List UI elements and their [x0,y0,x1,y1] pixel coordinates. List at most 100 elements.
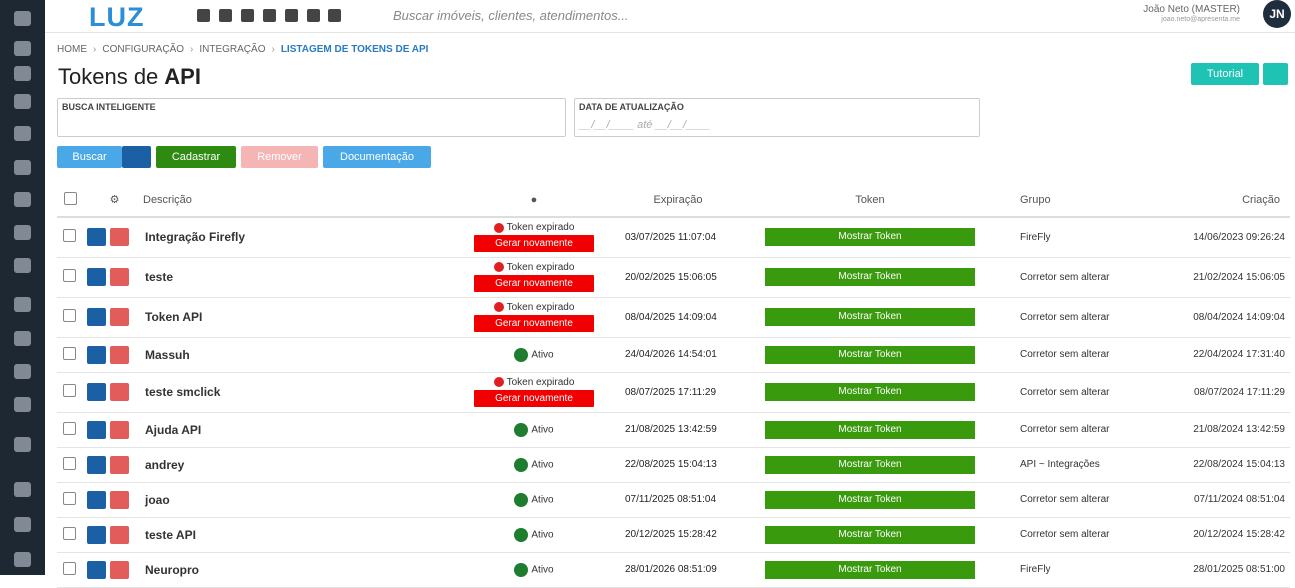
row-checkbox[interactable] [63,346,76,360]
col-token[interactable]: Token [740,183,1000,218]
edit-button[interactable] [87,525,106,544]
search-input[interactable]: Buscar imóveis, clientes, atendimentos..… [393,8,629,23]
smart-search-field[interactable]: BUSCA INTELIGENTE [57,98,566,137]
edit-button[interactable] [87,308,106,326]
row-checkbox[interactable] [63,456,76,470]
edit-button[interactable] [87,268,106,286]
avatar[interactable]: JN [1263,0,1291,28]
select-all[interactable] [64,191,77,205]
nav-icon[interactable] [14,552,31,567]
delete-button[interactable] [110,228,129,247]
nav-icon[interactable] [14,482,31,497]
edit-button[interactable] [87,345,106,364]
nav-icon[interactable] [14,517,31,532]
tutorial-button[interactable]: Tutorial [1191,63,1259,85]
crumb-item[interactable]: LISTAGEM DE TOKENS DE API [280,44,429,55]
cell: teste smclick [142,372,452,413]
search-button[interactable]: Buscar [57,146,122,168]
breadcrumb: HOME › CONFIGURAÇÃO › INTEGRAÇÃO › LISTAGEM DE… [57,44,428,55]
regenerate-button[interactable]: Gerar novamente [474,235,594,253]
user-name[interactable]: João Neto (MASTER) [1143,4,1240,15]
nav-icon[interactable] [14,397,31,412]
row-checkbox[interactable] [63,309,76,322]
show-token-button[interactable]: Mostrar Token [765,308,975,326]
nav-icon[interactable] [14,11,31,26]
delete-button[interactable] [110,383,129,401]
edit-button[interactable] [87,420,106,439]
col-expiration[interactable]: Expiração [616,183,740,218]
nav-icon[interactable] [14,225,31,240]
show-token-button[interactable]: Mostrar Token [765,420,975,439]
nav-icon[interactable] [14,297,31,312]
show-token-button[interactable]: Mostrar Token [765,455,975,474]
edit-button[interactable] [87,490,106,509]
delete-button[interactable] [110,268,129,286]
cell: API ~ Integrações [1000,447,1160,483]
register-button[interactable]: Cadastrar [156,146,236,168]
nav-icon[interactable] [14,66,31,81]
show-token-button[interactable]: Mostrar Token [765,268,975,286]
remove-button[interactable]: Remover [241,146,318,168]
row-checkbox[interactable] [63,561,76,575]
nav-icon[interactable] [14,126,31,141]
nav-icon[interactable] [14,364,31,379]
delete-button[interactable] [110,308,129,326]
row-checkbox[interactable] [63,384,76,397]
group: Corretor sem alterar [1020,349,1110,360]
shortcut-icon[interactable] [263,9,276,22]
nav-icon[interactable] [14,192,31,207]
row-checkbox[interactable] [63,491,76,505]
docs-button[interactable]: Documentação [323,146,431,168]
delete-button[interactable] [110,560,129,579]
expiration: 08/04/2025 14:09:04 [625,311,717,323]
col-description[interactable]: Descrição [142,183,452,218]
crumb-item[interactable]: HOME [57,44,87,55]
regenerate-button[interactable]: Gerar novamente [474,390,594,407]
show-token-button[interactable]: Mostrar Token [765,383,975,401]
nav-icon[interactable] [14,160,31,175]
regenerate-button[interactable]: Gerar novamente [474,275,594,292]
group: Corretor sem alterar [1020,529,1110,540]
shortcut-icon[interactable] [328,9,341,22]
date-field[interactable]: DATA DE ATUALIZAÇÃO __/__/____ até __/__/… [574,98,980,137]
show-token-button[interactable]: Mostrar Token [765,525,975,544]
edit-button[interactable] [87,383,106,401]
shortcut-icon[interactable] [285,9,298,22]
delete-button[interactable] [110,490,129,509]
show-token-button[interactable]: Mostrar Token [765,560,975,579]
show-token-button[interactable]: Mostrar Token [765,228,975,247]
crumb-item[interactable]: CONFIGURAÇÃO [102,44,185,55]
shortcut-icon[interactable] [197,9,210,22]
print-button[interactable] [1263,63,1288,85]
nav-icon[interactable] [14,94,31,109]
nav-icon[interactable] [14,437,31,452]
row-checkbox[interactable] [63,526,76,540]
edit-button[interactable] [87,560,106,579]
row-checkbox[interactable] [63,421,76,435]
nav-icon[interactable] [14,41,31,56]
logo[interactable]: LUZ [89,2,145,32]
delete-button[interactable] [110,525,129,544]
regenerate-button[interactable]: Gerar novamente [474,315,594,332]
show-token-button[interactable]: Mostrar Token [765,345,975,364]
edit-button[interactable] [87,228,106,247]
delete-button[interactable] [110,345,129,364]
cell: Mostrar Token [740,257,1000,298]
clear-button[interactable] [122,146,151,168]
row-checkbox[interactable] [63,229,76,243]
crumb-item[interactable]: INTEGRAÇÃO [199,44,266,55]
col-created[interactable]: Criação [1160,183,1290,218]
col-group[interactable]: Grupo [1000,183,1160,218]
delete-button[interactable] [110,420,129,439]
nav-icon[interactable] [14,331,31,346]
delete-button[interactable] [110,455,129,474]
nav-icon[interactable] [14,258,31,273]
description: Massuh [145,347,190,362]
edit-button[interactable] [87,455,106,474]
row-checkbox[interactable] [63,269,76,282]
shortcut-icon[interactable] [241,9,254,22]
shortcut-icon[interactable] [219,9,232,22]
show-token-button[interactable]: Mostrar Token [765,490,975,509]
shortcut-icon[interactable] [307,9,320,22]
